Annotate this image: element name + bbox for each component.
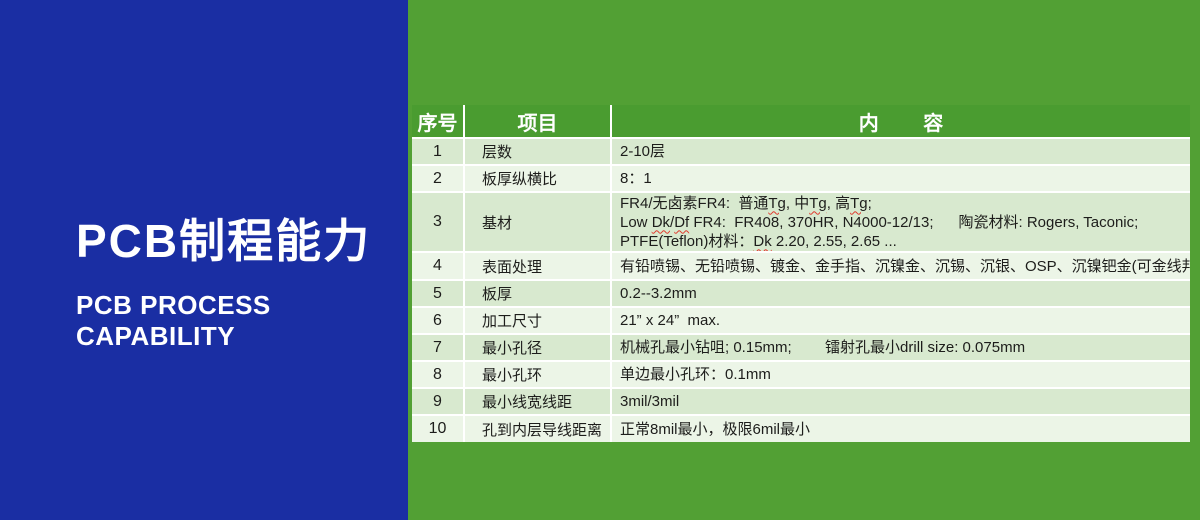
content-line: 21” x 24” max. [620, 312, 721, 329]
row-item: 最小孔环 [465, 362, 610, 387]
row-content: 2-10层 [612, 139, 1190, 164]
row-content: 机械孔最小钻咀; 0.15mm; 镭射孔最小drill size: 0.075m… [612, 335, 1190, 360]
content-line: PTFE(Teflon)材料：Dk 2.20, 2.55, 2.65 ... [620, 232, 897, 250]
content-line: 机械孔最小钻咀; 0.15mm; 镭射孔最小drill size: 0.075m… [620, 339, 1026, 356]
row-item: 最小线宽线距 [465, 389, 610, 414]
row-content: 21” x 24” max. [612, 308, 1190, 333]
subtitle-line-1: PCB PROCESS [76, 290, 271, 320]
subtitle-line-2: CAPABILITY [76, 321, 236, 351]
content-line: 2-10层 [620, 143, 666, 160]
content-line: 8：1 [620, 170, 652, 187]
row-content: 8：1 [612, 166, 1190, 191]
row-content: 有铅喷锡、无铅喷锡、镀金、金手指、沉镍金、沉锡、沉银、OSP、沉镍钯金(可金线邦… [612, 253, 1190, 279]
capability-table: 序号 项目 内 容 1 层数 2-10层 2 板厚纵横比 8：1 3 基材 FR… [412, 105, 1190, 442]
content-line: 正常8mil最小，极限6mil最小 [620, 420, 811, 438]
content-line: 有铅喷锡、无铅喷锡、镀金、金手指、沉镍金、沉锡、沉银、OSP、沉镍钯金(可金线邦… [620, 257, 1190, 275]
header-cell-content: 内 容 [612, 105, 1190, 137]
title-block: PCB制程能力 PCB PROCESS CAPABILITY [76, 216, 371, 352]
row-item: 表面处理 [465, 253, 610, 279]
row-item: 板厚 [465, 281, 610, 306]
content-line: Low Dk/Df FR4: FR408, 370HR, N4000-12/13… [620, 213, 1139, 231]
row-number: 3 [412, 193, 463, 251]
row-number: 8 [412, 362, 463, 387]
row-content: FR4/无卤素FR4: 普通Tg, 中Tg, 高Tg; Low Dk/Df FR4… [612, 193, 1190, 251]
row-item: 最小孔径 [465, 335, 610, 360]
left-title-panel: PCB制程能力 PCB PROCESS CAPABILITY [0, 0, 408, 520]
page-subtitle: PCB PROCESS CAPABILITY [76, 290, 371, 352]
content-line: 单边最小孔环：0.1mm [620, 366, 771, 383]
row-content: 0.2--3.2mm [612, 281, 1190, 306]
row-number: 6 [412, 308, 463, 333]
row-item: 孔到内层导线距离 [465, 416, 610, 442]
row-number: 9 [412, 389, 463, 414]
row-content: 正常8mil最小，极限6mil最小 [612, 416, 1190, 442]
header-cell-item: 项目 [465, 105, 610, 137]
row-content: 单边最小孔环：0.1mm [612, 362, 1190, 387]
row-number: 5 [412, 281, 463, 306]
row-item: 层数 [465, 139, 610, 164]
row-number: 1 [412, 139, 463, 164]
content-line: FR4/无卤素FR4: 普通Tg, 中Tg, 高Tg; [620, 194, 872, 212]
row-item: 板厚纵横比 [465, 166, 610, 191]
row-content: 3mil/3mil [612, 389, 1190, 414]
row-number: 7 [412, 335, 463, 360]
header-cell-no: 序号 [412, 105, 463, 137]
content-line: 0.2--3.2mm [620, 285, 697, 302]
row-number: 10 [412, 416, 463, 442]
row-item: 加工尺寸 [465, 308, 610, 333]
row-number: 2 [412, 166, 463, 191]
row-number: 4 [412, 253, 463, 279]
page-title: PCB制程能力 [76, 215, 372, 267]
row-item: 基材 [465, 193, 610, 251]
content-line: 3mil/3mil [620, 393, 680, 410]
